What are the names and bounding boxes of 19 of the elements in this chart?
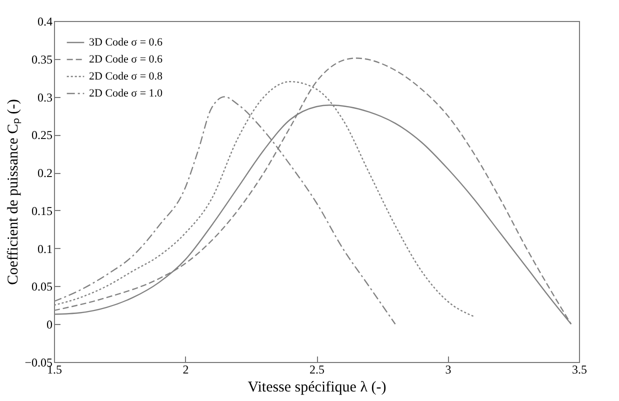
- y-tick-label: 0.2: [38, 166, 52, 180]
- y-tick-label: 0.3: [38, 90, 52, 104]
- legend-label: 3D Code σ = 0.6: [89, 36, 164, 48]
- y-tick-label: 0.4: [38, 14, 52, 28]
- y-tick-label: 0.1: [38, 242, 52, 256]
- legend-label: 2D Code σ = 1.0: [89, 88, 164, 100]
- y-tick-label: 0.05: [32, 280, 52, 294]
- y-axis-title: Coefficient de puissance Cₚ (-): [6, 99, 22, 285]
- x-axis-title: Vitesse spécifique λ (-): [248, 380, 386, 396]
- x-tick-label: 3: [445, 362, 452, 376]
- x-tick-label: 3.5: [572, 362, 587, 376]
- legend-label: 2D Code σ = 0.6: [89, 54, 164, 66]
- y-tick-label: 0.35: [32, 52, 52, 66]
- y-tick-label: 0.15: [32, 204, 52, 218]
- y-tick-label: 0: [46, 318, 52, 332]
- x-tick-label: 2.5: [310, 362, 324, 376]
- y-tick-label: 0.25: [32, 128, 52, 142]
- legend-label: 2D Code σ = 0.8: [89, 70, 164, 82]
- x-tick-label: 2: [182, 362, 189, 376]
